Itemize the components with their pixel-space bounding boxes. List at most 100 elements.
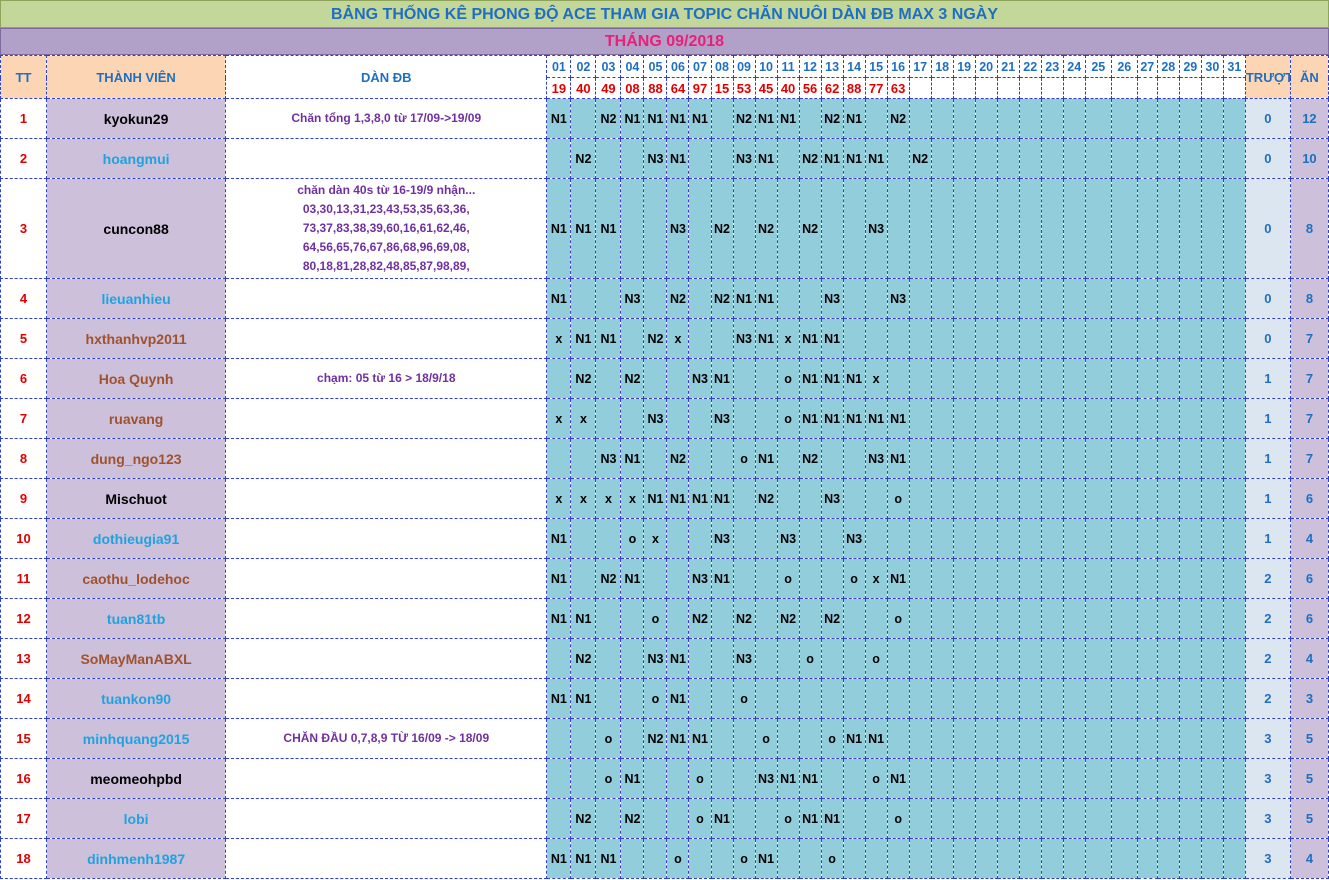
day-cell bbox=[952, 358, 976, 399]
day-cell bbox=[1156, 598, 1180, 639]
day-cell: N3 bbox=[643, 138, 668, 179]
day-cell bbox=[1178, 558, 1202, 599]
day-cell bbox=[952, 718, 976, 759]
member-name: minhquang2015 bbox=[46, 718, 227, 759]
day-cell: o bbox=[732, 678, 756, 719]
truot-count: 2 bbox=[1244, 638, 1291, 679]
day-cell bbox=[1136, 178, 1158, 279]
member-name: hoangmui bbox=[46, 138, 227, 179]
day-cell bbox=[1136, 558, 1158, 599]
day-cell bbox=[620, 718, 645, 759]
day-cell bbox=[996, 358, 1020, 399]
day-cell bbox=[666, 758, 690, 799]
day-cell bbox=[595, 358, 622, 399]
day-cell bbox=[974, 318, 998, 359]
day-cell bbox=[1136, 138, 1158, 179]
day-cell bbox=[1110, 678, 1138, 719]
day-cell: N1 bbox=[546, 278, 572, 319]
day-cell: N3 bbox=[666, 178, 690, 279]
day-cell: o bbox=[886, 798, 910, 839]
dan-note: chạm: 05 từ 16 > 18/9/18 bbox=[225, 358, 548, 399]
day-cell bbox=[1200, 398, 1224, 439]
day-cell bbox=[546, 638, 572, 679]
an-count: 8 bbox=[1289, 178, 1329, 279]
day-cell bbox=[1200, 758, 1224, 799]
day-cell bbox=[1136, 398, 1158, 439]
day-result: 40 bbox=[570, 77, 597, 99]
day-cell bbox=[1110, 98, 1138, 139]
day-cell bbox=[974, 638, 998, 679]
day-cell bbox=[1178, 758, 1202, 799]
day-cell bbox=[1222, 798, 1246, 839]
day-cell: o bbox=[643, 678, 668, 719]
day-cell bbox=[864, 318, 888, 359]
day-cell bbox=[1084, 398, 1112, 439]
day-cell: o bbox=[886, 478, 910, 519]
dan-note bbox=[225, 518, 548, 559]
day-cell: N3 bbox=[732, 318, 756, 359]
day-cell: x bbox=[595, 478, 622, 519]
day-cell: N3 bbox=[710, 398, 734, 439]
truot-count: 1 bbox=[1244, 358, 1291, 399]
day-cell bbox=[1018, 678, 1042, 719]
day-header: 19 bbox=[952, 55, 976, 78]
day-cell bbox=[930, 178, 954, 279]
day-cell: o bbox=[754, 718, 778, 759]
day-cell bbox=[1018, 598, 1042, 639]
day-cell bbox=[996, 478, 1020, 519]
day-cell bbox=[1178, 798, 1202, 839]
day-cell bbox=[820, 438, 844, 479]
day-cell bbox=[1040, 138, 1064, 179]
day-cell: N1 bbox=[595, 318, 622, 359]
day-cell: N1 bbox=[864, 138, 888, 179]
day-result bbox=[1136, 77, 1158, 99]
day-cell bbox=[1156, 478, 1180, 519]
day-cell bbox=[643, 278, 668, 319]
day-cell bbox=[930, 798, 954, 839]
day-cell: N3 bbox=[732, 638, 756, 679]
day-cell: N1 bbox=[666, 718, 690, 759]
day-cell bbox=[1156, 138, 1180, 179]
day-cell bbox=[996, 558, 1020, 599]
day-cell: o bbox=[688, 758, 712, 799]
an-count: 10 bbox=[1289, 138, 1329, 179]
day-cell: N2 bbox=[643, 718, 668, 759]
dan-note bbox=[225, 438, 548, 479]
row-number: 6 bbox=[0, 358, 48, 399]
day-cell: N1 bbox=[732, 278, 756, 319]
day-cell bbox=[974, 598, 998, 639]
day-header: 24 bbox=[1062, 55, 1086, 78]
day-result bbox=[1222, 77, 1246, 99]
an-count: 7 bbox=[1289, 358, 1329, 399]
day-cell bbox=[1136, 518, 1158, 559]
day-cell bbox=[1136, 598, 1158, 639]
day-cell bbox=[1084, 838, 1112, 879]
day-cell bbox=[1200, 138, 1224, 179]
day-cell: N1 bbox=[666, 138, 690, 179]
day-cell bbox=[1040, 278, 1064, 319]
day-result bbox=[1156, 77, 1180, 99]
day-cell: o bbox=[820, 838, 844, 879]
day-header: 08 bbox=[710, 55, 734, 78]
day-cell bbox=[1062, 838, 1086, 879]
day-cell bbox=[688, 518, 712, 559]
day-cell bbox=[1040, 98, 1064, 139]
day-cell bbox=[1136, 718, 1158, 759]
day-cell bbox=[1178, 138, 1202, 179]
day-cell bbox=[710, 438, 734, 479]
day-cell bbox=[620, 838, 645, 879]
day-cell bbox=[1200, 558, 1224, 599]
day-cell bbox=[1156, 518, 1180, 559]
day-cell bbox=[996, 138, 1020, 179]
day-cell: o bbox=[776, 358, 800, 399]
truot-count: 0 bbox=[1244, 178, 1291, 279]
day-cell: o bbox=[864, 758, 888, 799]
day-cell bbox=[570, 278, 597, 319]
member-name: Mischuot bbox=[46, 478, 227, 519]
day-header: 11 bbox=[776, 55, 800, 78]
dan-note bbox=[225, 398, 548, 439]
day-cell bbox=[974, 798, 998, 839]
day-cell bbox=[842, 178, 866, 279]
day-cell bbox=[952, 798, 976, 839]
truot-count: 2 bbox=[1244, 598, 1291, 639]
